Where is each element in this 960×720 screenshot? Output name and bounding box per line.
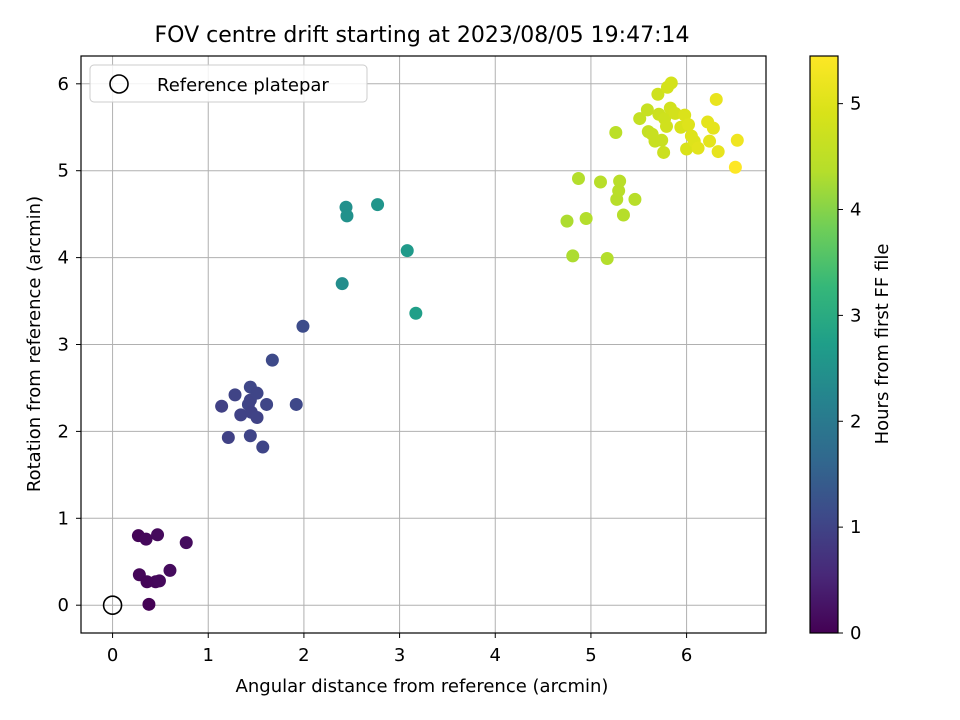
- colorbar-tick-label: 4: [850, 200, 861, 221]
- data-point: [265, 353, 279, 367]
- data-point: [730, 133, 744, 147]
- data-point: [612, 184, 626, 198]
- data-point: [179, 536, 193, 550]
- y-tick-label: 5: [58, 161, 69, 182]
- grid: [81, 56, 766, 633]
- reference-platepar-marker: [102, 595, 123, 615]
- data-point: [728, 160, 742, 174]
- colorbar-tick-label: 3: [850, 305, 861, 326]
- data-point: [571, 172, 585, 186]
- data-point: [628, 192, 642, 206]
- data-point: [139, 532, 153, 546]
- x-tick-label: 6: [681, 645, 692, 666]
- y-axis-label: Rotation from reference (arcmin): [24, 196, 45, 492]
- data-point: [660, 119, 674, 133]
- colorbar-gradient: [809, 55, 839, 634]
- data-point: [151, 528, 165, 542]
- plot-frame: [80, 55, 767, 634]
- data-point: [616, 208, 630, 222]
- data-point: [221, 430, 235, 444]
- y-tick-label: 6: [58, 74, 69, 95]
- x-tick-label: 2: [298, 645, 309, 666]
- colorbar-label: Hours from first FF file: [872, 244, 893, 445]
- scatter-points: [131, 76, 744, 611]
- data-point: [243, 429, 257, 443]
- data-point: [600, 251, 614, 265]
- y-tick-label: 3: [58, 335, 69, 356]
- y-tick-label: 2: [58, 421, 69, 442]
- data-point: [163, 563, 177, 577]
- data-point: [651, 87, 665, 101]
- x-axis-ticks: 0 1 2 3 4 5 6: [107, 633, 692, 666]
- data-point: [609, 125, 623, 139]
- colorbar-tick-label: 1: [850, 517, 861, 538]
- data-point: [613, 174, 627, 188]
- data-point: [655, 133, 669, 147]
- x-tick-label: 5: [585, 645, 596, 666]
- data-point: [228, 388, 242, 402]
- y-tick-label: 1: [58, 508, 69, 529]
- y-tick-label: 0: [58, 595, 69, 616]
- data-point: [706, 121, 720, 135]
- legend: Reference platepar: [89, 64, 368, 103]
- data-point: [335, 277, 349, 291]
- data-point: [409, 306, 423, 320]
- data-point: [633, 112, 647, 126]
- chart-title: FOV centre drift starting at 2023/08/05 …: [155, 23, 690, 48]
- colorbar: 0 1 2 3 4 5 Hours from first FF file: [809, 55, 893, 644]
- legend-box: [89, 64, 368, 103]
- colorbar-tick-label: 5: [850, 94, 861, 115]
- data-point: [709, 92, 723, 106]
- data-point: [289, 397, 303, 411]
- colorbar-tick-label: 0: [850, 623, 861, 644]
- data-point: [640, 103, 654, 117]
- colorbar-tick-label: 2: [850, 411, 861, 432]
- data-point: [682, 118, 696, 132]
- data-point: [152, 574, 166, 588]
- data-point: [664, 76, 678, 90]
- x-tick-label: 0: [107, 645, 118, 666]
- colorbar-ticks: 0 1 2 3 4 5: [838, 94, 861, 644]
- y-axis-ticks: 0 1 2 3 4 5 6: [58, 74, 81, 616]
- data-point: [340, 209, 354, 223]
- data-point: [234, 408, 248, 422]
- data-point: [142, 597, 156, 611]
- data-point: [250, 386, 264, 400]
- data-point: [260, 397, 274, 411]
- data-point: [711, 145, 725, 159]
- data-point: [250, 410, 264, 424]
- legend-label: Reference platepar: [157, 75, 329, 96]
- data-point: [657, 145, 671, 159]
- y-tick-label: 4: [58, 248, 69, 269]
- x-axis-label: Angular distance from reference (arcmin): [236, 676, 609, 697]
- data-point: [296, 319, 310, 333]
- data-point: [691, 141, 705, 155]
- data-point: [400, 244, 414, 258]
- data-point: [215, 399, 229, 413]
- legend-marker-icon: [109, 74, 129, 94]
- data-point: [560, 214, 574, 228]
- x-tick-label: 4: [490, 645, 501, 666]
- x-tick-label: 1: [203, 645, 214, 666]
- data-point: [593, 175, 607, 189]
- data-point: [703, 134, 717, 148]
- data-point: [371, 198, 385, 212]
- x-tick-label: 3: [394, 645, 405, 666]
- data-point: [566, 249, 580, 263]
- data-point: [579, 211, 593, 225]
- data-point: [256, 440, 270, 454]
